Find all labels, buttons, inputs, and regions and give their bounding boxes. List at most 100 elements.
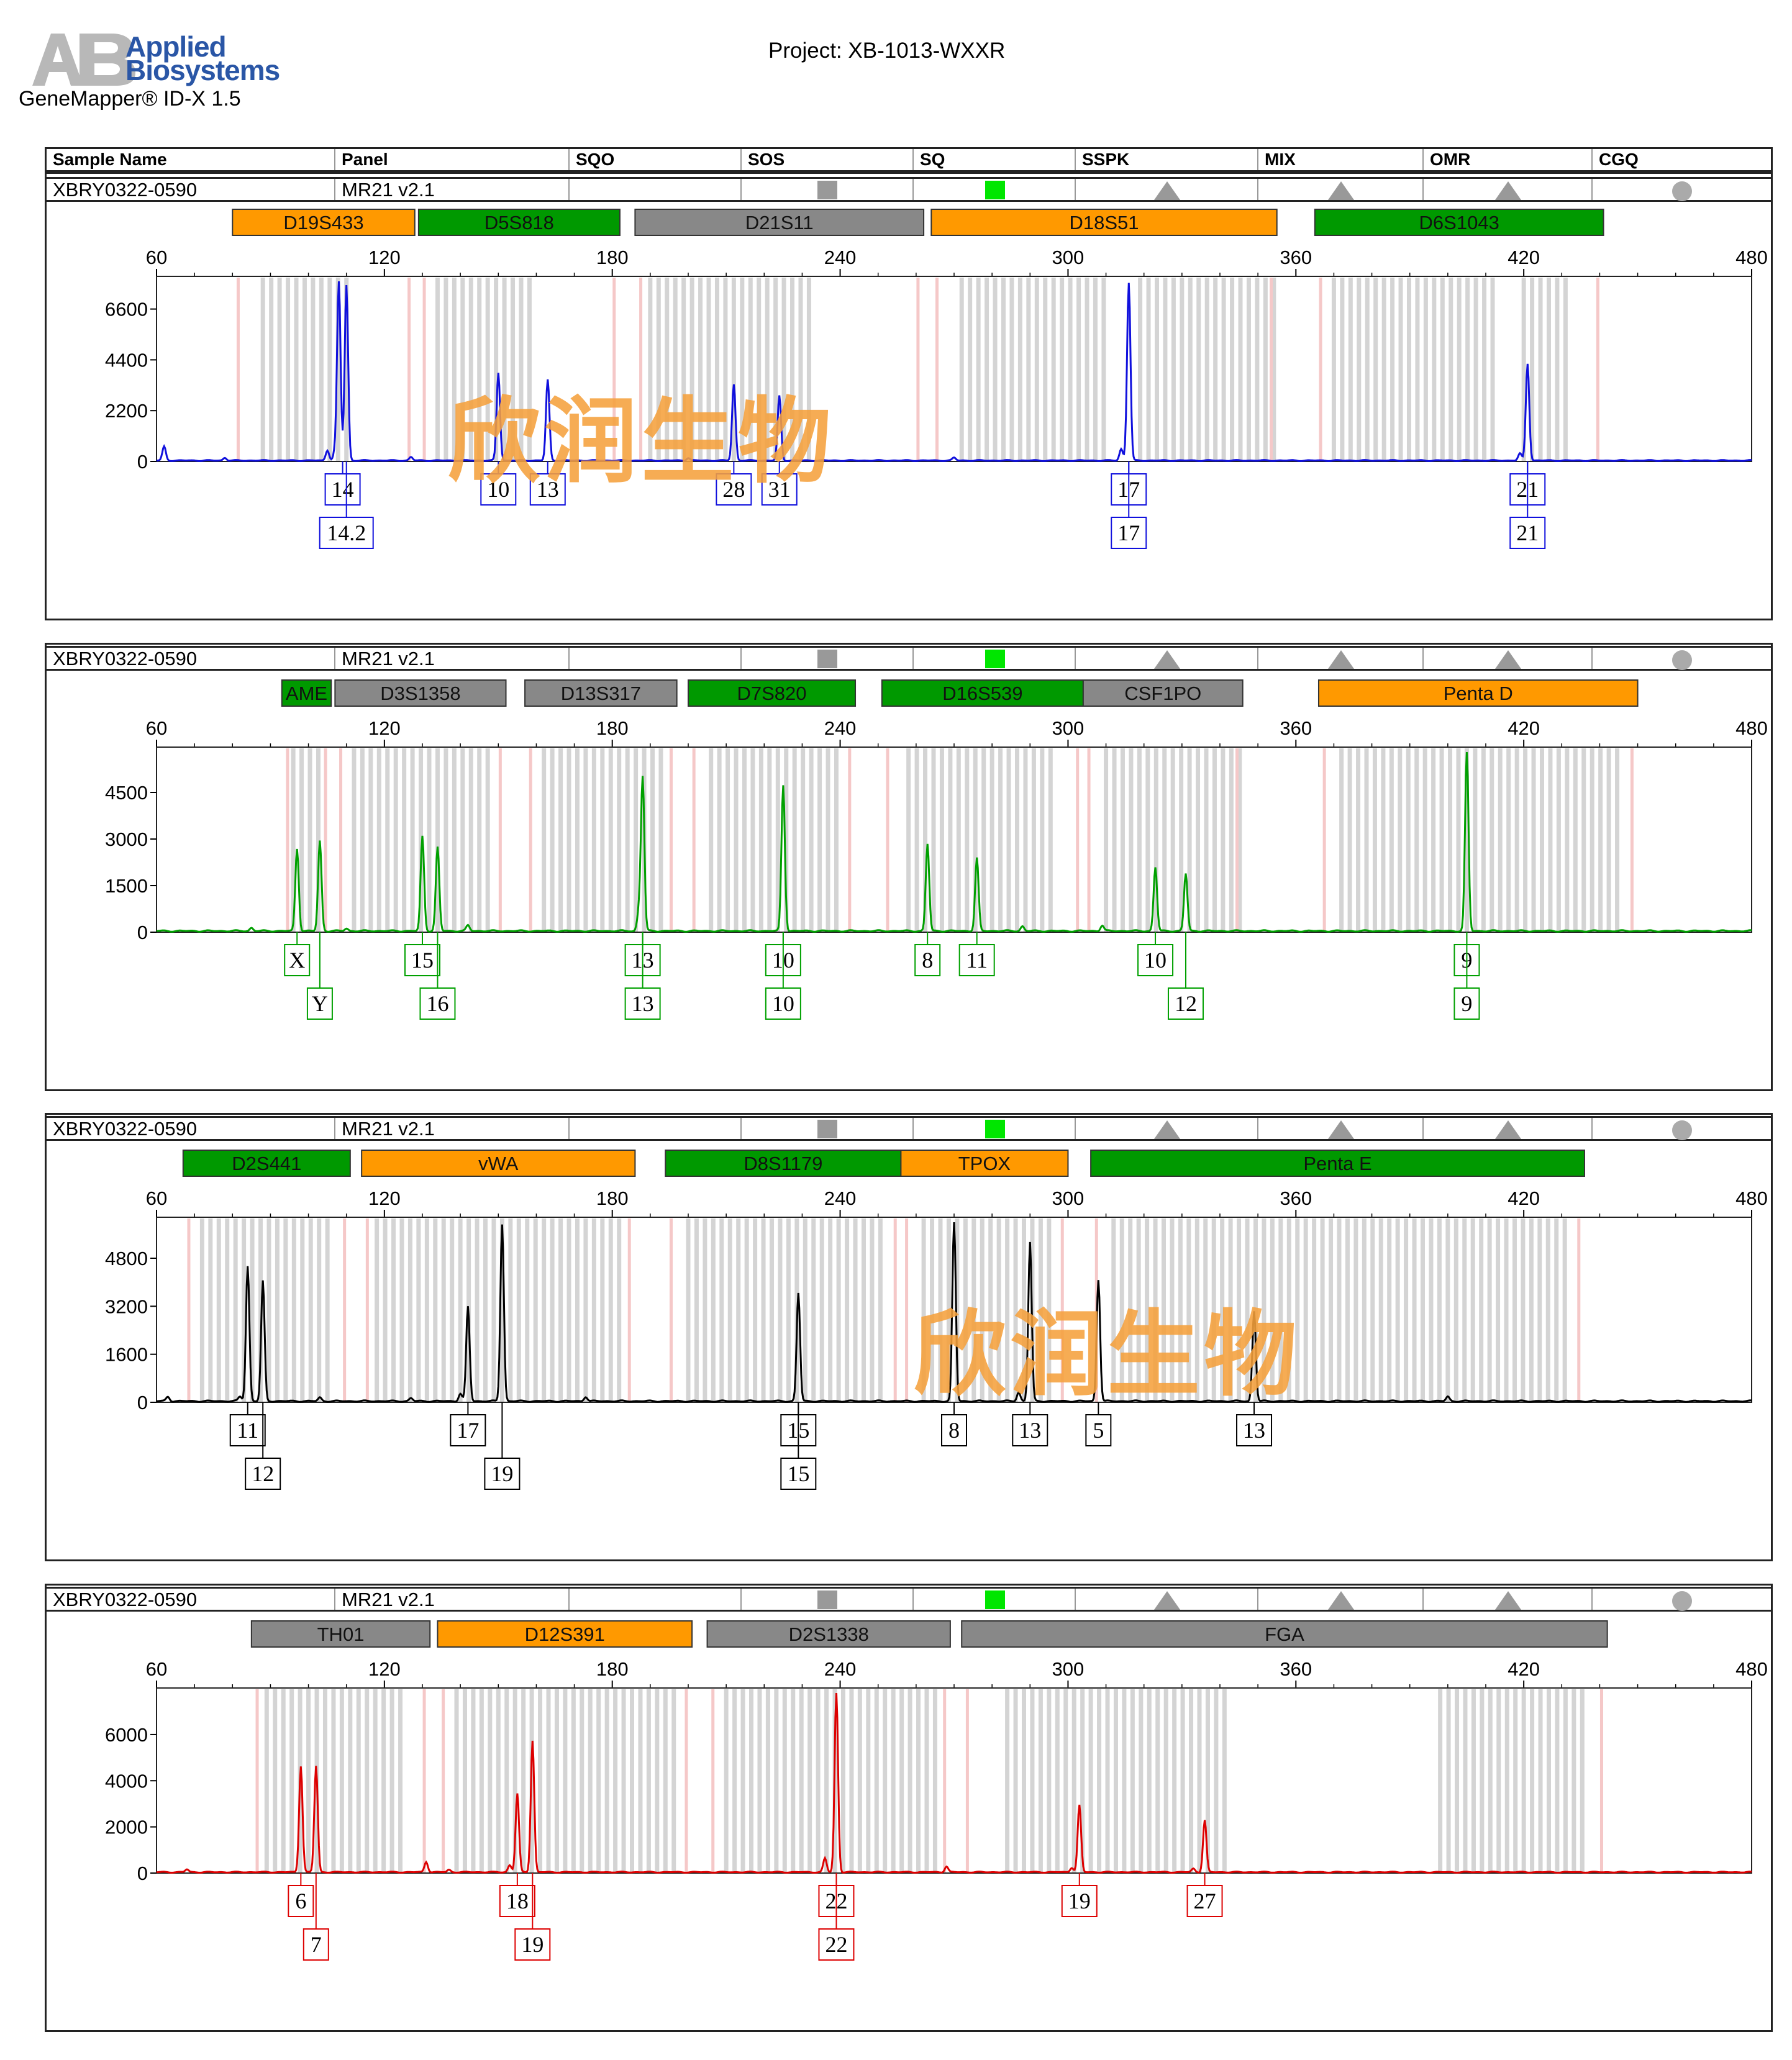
plot-frame: [156, 1687, 1752, 1874]
sample-info-row[interactable]: XBRY0322-0590 MR21 v2.1: [45, 177, 1773, 202]
x-tick-label: 480: [1735, 247, 1768, 268]
allele-box: [1061, 1885, 1098, 1917]
allele-bins: [236, 278, 1599, 461]
col-mix[interactable]: MIX: [1258, 149, 1424, 170]
allele-label: 9: [1461, 991, 1472, 1016]
marker-bar-rect: [361, 1150, 636, 1177]
allele-label: 19: [521, 1932, 544, 1957]
electropherogram-panel-black: [45, 1113, 1773, 1561]
electropherogram-black: D2S441 vWA D8S1179 TPOX Penta E60 120 180 240 30…: [105, 1150, 1768, 1490]
allele-label: 11: [966, 948, 988, 973]
sq-flag-square-icon: [985, 181, 1005, 199]
panel-name: MR21 v2.1: [335, 179, 570, 201]
sos-flag-square-icon: [817, 1590, 837, 1609]
plot-frame: [156, 276, 1752, 462]
allele-call: 22: [818, 1873, 855, 1961]
x-tick-label: 60: [146, 1187, 167, 1209]
flag-cell-omr: [1424, 1589, 1593, 1610]
allele-bins: [286, 748, 1634, 932]
allele-label: 13: [1243, 1418, 1265, 1443]
x-tick-label: 180: [596, 1658, 629, 1680]
y-tick-label: 2000: [105, 1817, 148, 1838]
marker-label: D6S1043: [1419, 212, 1499, 234]
x-tick-label: 420: [1508, 1187, 1540, 1209]
y-tick-label: 1500: [105, 875, 148, 897]
marker-bar-rect: [281, 679, 332, 707]
allele-call: 6: [288, 1873, 314, 1917]
allele-box: [404, 944, 440, 976]
allele-bins: [187, 1218, 1581, 1402]
flag-cell-sq: [914, 179, 1076, 200]
marker-bar: D18S51: [930, 209, 1278, 236]
x-tick-label: 120: [368, 717, 401, 739]
col-omr[interactable]: OMR: [1424, 149, 1593, 170]
flag-cell-mix: [1258, 179, 1424, 200]
allele-label: 14.2: [327, 520, 366, 545]
applied-biosystems-logo: Applied Biosystems: [17, 31, 291, 93]
sample-name: XBRY0322-0590: [47, 179, 335, 201]
sample-info-row[interactable]: XBRY0322-0590 MR21 v2.1: [45, 1116, 1773, 1141]
sos-flag-square-icon: [817, 1120, 837, 1138]
allele-box: [499, 1885, 535, 1917]
allele-box: [941, 1414, 967, 1446]
x-tick-label: 360: [1280, 247, 1312, 268]
allele-call: 16: [419, 932, 456, 1020]
marker-bar-rect: [1317, 679, 1639, 707]
x-tick-label: 480: [1735, 1658, 1768, 1680]
y-tick-label: 3000: [105, 828, 148, 850]
sspk-flag-triangle-icon: [1154, 1120, 1180, 1139]
col-sample-name[interactable]: Sample Name: [47, 149, 335, 170]
col-sos[interactable]: SOS: [742, 149, 914, 170]
col-panel[interactable]: Panel: [335, 149, 570, 170]
x-tick-label: 60: [146, 717, 167, 739]
x-tick-label: 240: [824, 717, 857, 739]
flag-cell-sq: [914, 1118, 1076, 1139]
allele-box: [1012, 1414, 1048, 1446]
flag-cell-sos: [742, 179, 914, 200]
marker-bar-rect: [524, 679, 678, 707]
marker-label: D8S1179: [744, 1153, 822, 1174]
marker-label: Penta E: [1303, 1153, 1371, 1174]
allele-box: [1085, 1414, 1112, 1446]
y-tick-label: 0: [137, 1392, 148, 1413]
allele-call: 13: [624, 932, 661, 1020]
y-tick-label: 4000: [105, 1770, 148, 1792]
col-sq[interactable]: SQ: [914, 149, 1076, 170]
y-tick-label: 0: [137, 451, 148, 473]
allele-box: [1137, 944, 1174, 976]
marker-label: D19S433: [283, 212, 363, 234]
panel-name: MR21 v2.1: [335, 648, 570, 669]
col-sqo[interactable]: SQO: [570, 149, 742, 170]
sos-flag-square-icon: [817, 181, 837, 199]
sample-info-row[interactable]: XBRY0322-0590 MR21 v2.1: [45, 1587, 1773, 1612]
mix-flag-triangle-icon: [1328, 1591, 1354, 1610]
sample-info-row[interactable]: XBRY0322-0590 MR21 v2.1: [45, 646, 1773, 671]
allele-call: 27: [1186, 1873, 1223, 1917]
allele-box: [450, 1414, 486, 1446]
flag-cell-omr: [1424, 648, 1593, 669]
x-tick-label: 300: [1052, 1658, 1085, 1680]
allele-call: 12: [245, 1402, 281, 1490]
col-cgq[interactable]: CGQ: [1599, 150, 1639, 169]
col-sspk[interactable]: SSPK: [1076, 149, 1258, 170]
electropherogram-blue: D19S433 D5S818 D21S11 D18S51 D6S1043 60 120 180…: [105, 209, 1768, 549]
allele-label: 8: [922, 948, 933, 973]
allele-box: [1453, 987, 1480, 1020]
allele-box: [514, 1928, 551, 1961]
flag-cell-sqo: [570, 648, 742, 669]
x-tick-label: 60: [146, 1658, 167, 1680]
x-tick-label: 300: [1052, 717, 1085, 739]
marker-bar-rect: [182, 1150, 351, 1177]
marker-bar-rect: [688, 679, 857, 707]
sspk-flag-triangle-icon: [1154, 650, 1180, 669]
flag-cell-sspk: [1076, 179, 1258, 200]
x-tick-label: 120: [368, 1187, 401, 1209]
cgq-flag-circle-icon: [1672, 181, 1692, 201]
signal-trace: [157, 281, 1752, 462]
marker-bar: CSF1PO: [1082, 679, 1244, 707]
sspk-flag-triangle-icon: [1154, 181, 1180, 200]
allele-box: [914, 944, 941, 976]
marker-bar-rect: [665, 1150, 902, 1177]
marker-bar-rect: [900, 1150, 1069, 1177]
y-tick-label: 4800: [105, 1248, 148, 1269]
